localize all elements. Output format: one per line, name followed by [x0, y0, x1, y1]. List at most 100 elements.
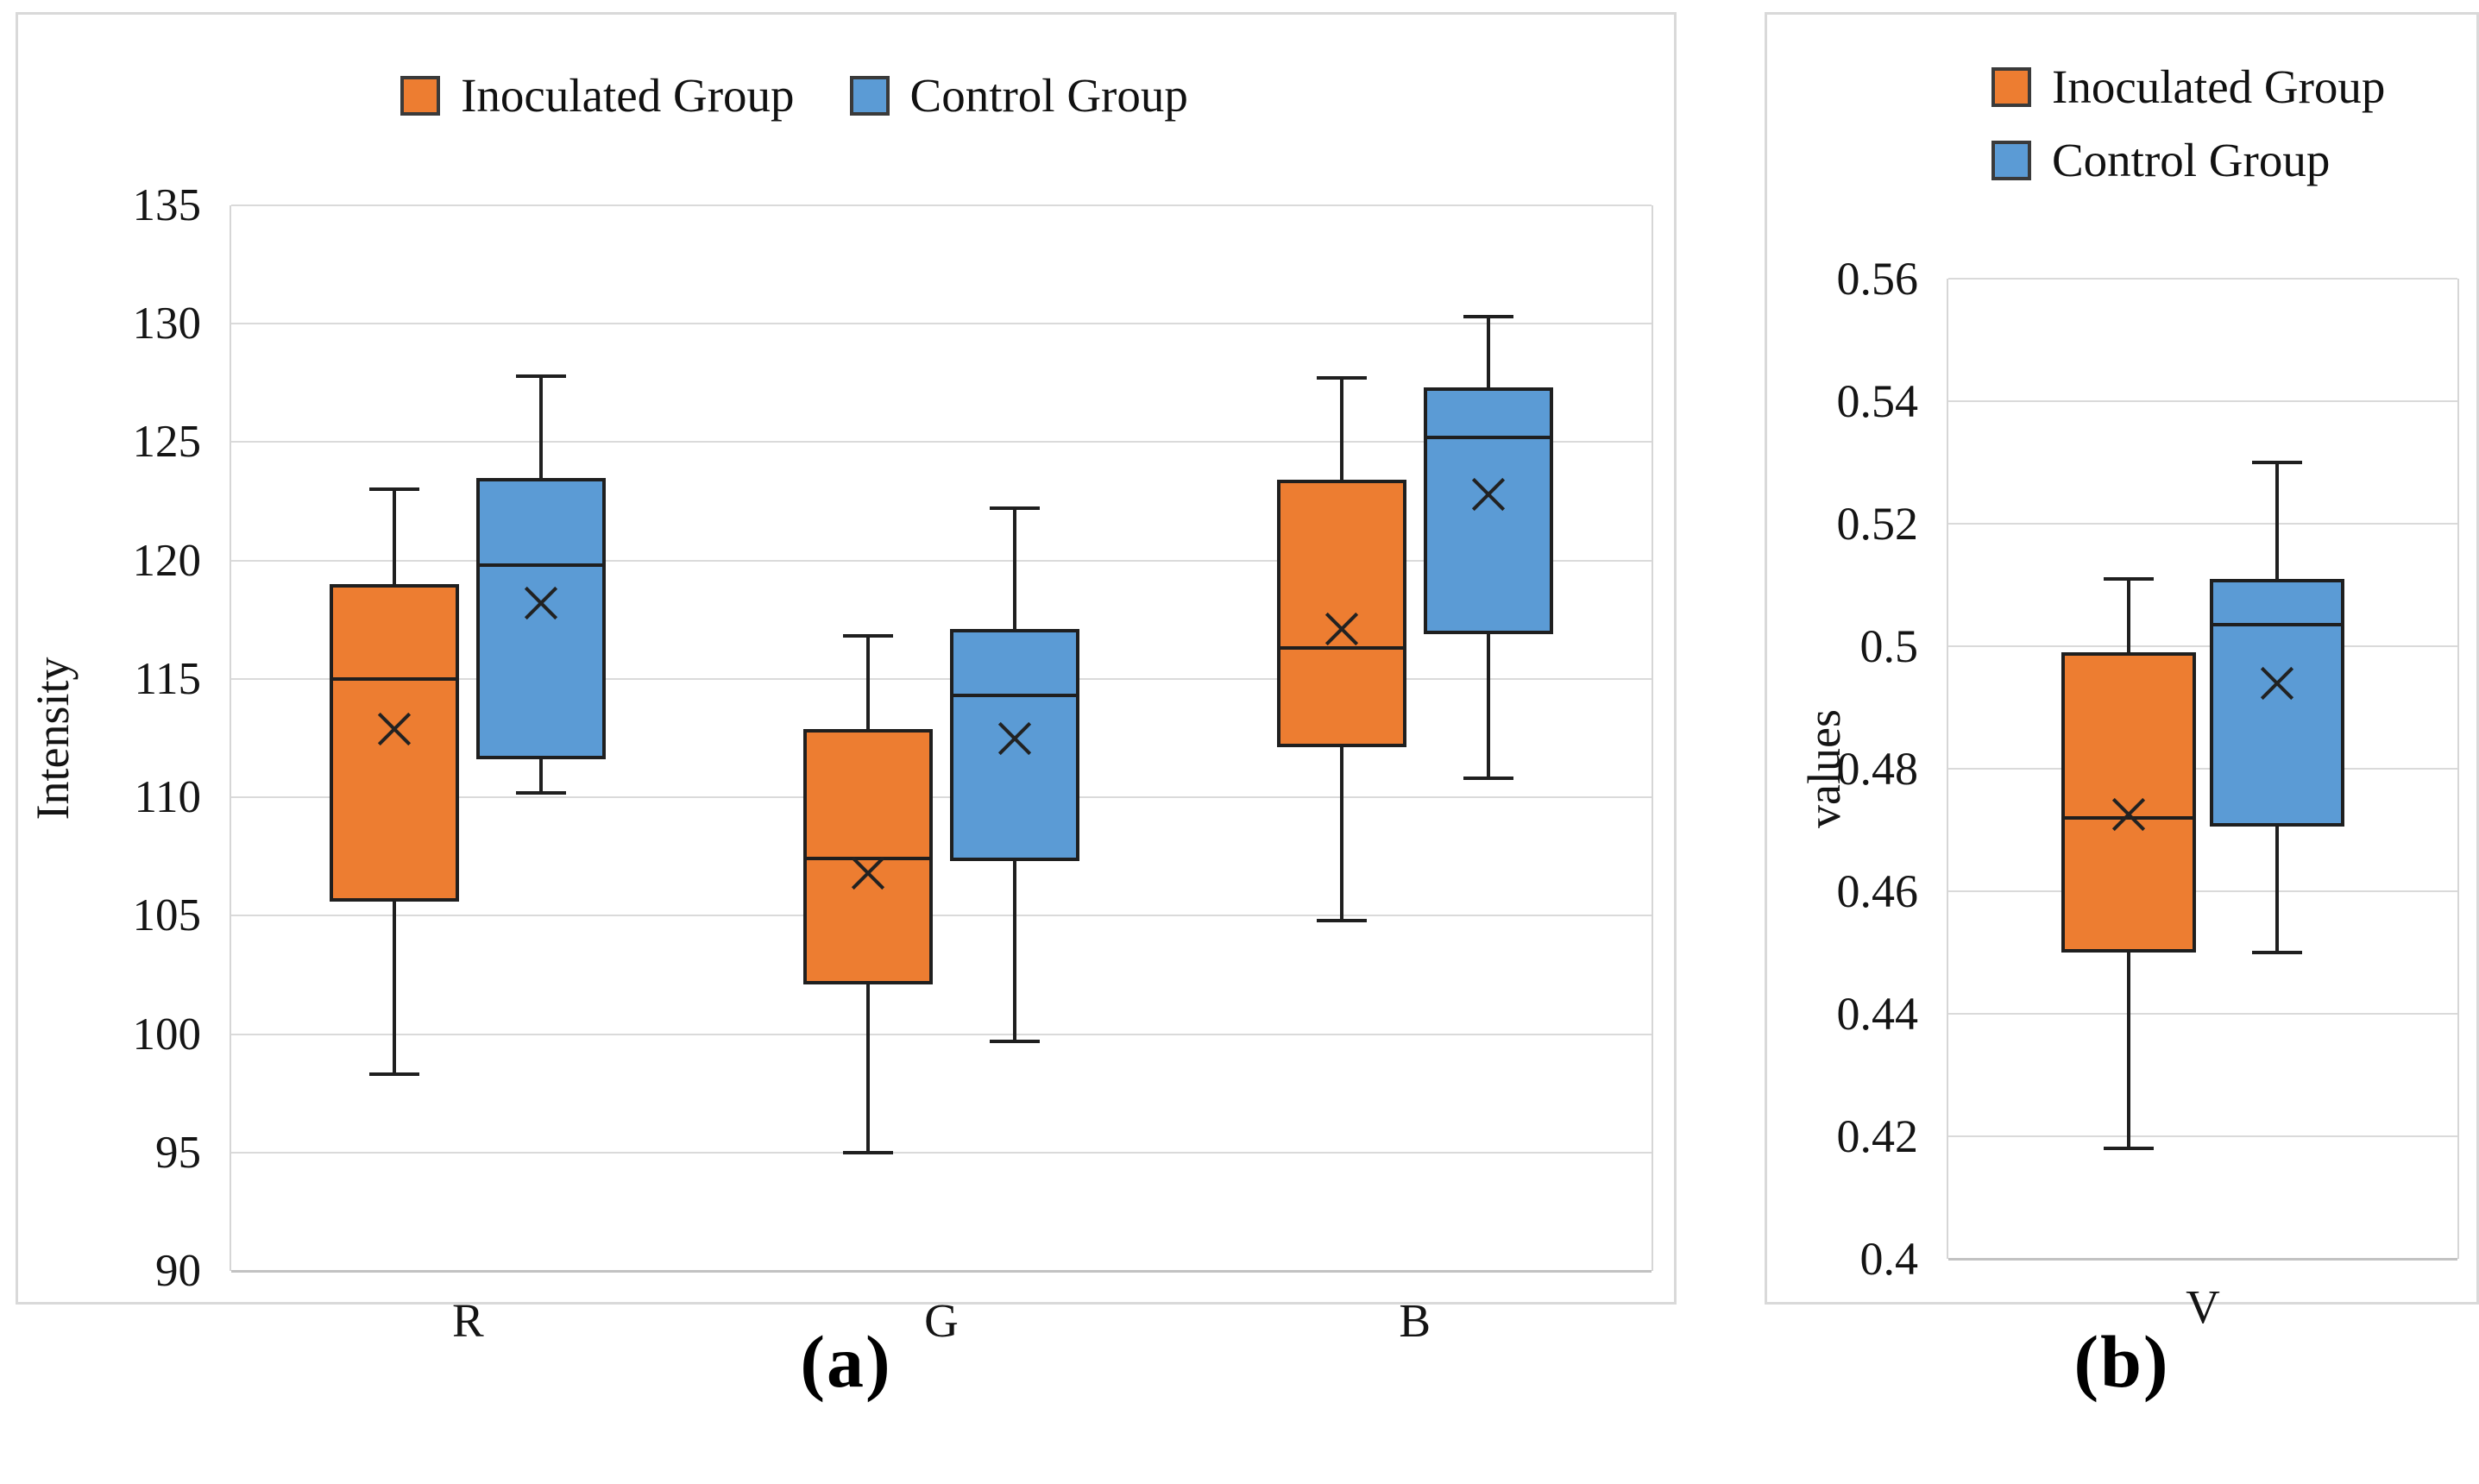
y-tick-label: 135: [132, 180, 202, 230]
upper-whisker-cap: [2252, 461, 2302, 464]
inoculated-swatch-icon: [1991, 66, 2031, 107]
y-tick-label: 0.48: [1836, 743, 1919, 795]
legend-item-inoculated: Inoculated Group: [400, 72, 795, 119]
y-tick-label: 0.44: [1836, 988, 1919, 1040]
plot-right-border: [2457, 279, 2459, 1259]
median-line: [953, 694, 1076, 698]
mean-marker: [2257, 663, 2297, 703]
y-tick-label: 0.5: [1859, 620, 1919, 672]
mean-marker: [995, 719, 1035, 758]
lower-whisker: [2127, 953, 2130, 1149]
plot-area-b: 0.56 0.54 0.52 0.5 0.48 0.46 0.44 0.42 0.4 V: [1837, 253, 2459, 1333]
upper-whisker: [2127, 578, 2130, 653]
legend-item-control: Control Group: [1991, 136, 2330, 184]
legend-panel-b: Inoculated Group Control Group: [1991, 63, 2385, 184]
gridline: [1948, 400, 2457, 402]
gridline: [1948, 890, 2457, 892]
box: [803, 728, 933, 984]
lower-whisker: [393, 901, 397, 1075]
upper-whisker-cap: [516, 374, 567, 378]
y-axis-line: [230, 205, 231, 1271]
upper-whisker: [539, 375, 544, 478]
y-tick-label: 90: [155, 1246, 201, 1296]
control-swatch-icon: [849, 75, 890, 116]
upper-whisker: [1013, 508, 1016, 630]
lower-whisker-cap: [369, 1072, 420, 1077]
gridline: [1948, 1013, 2457, 1015]
lower-whisker: [866, 984, 870, 1153]
legend-panel-a: Inoculated Group Control Group: [18, 72, 1570, 119]
upper-whisker: [1339, 378, 1343, 481]
mean-marker: [1322, 609, 1362, 649]
lower-whisker-cap: [516, 790, 567, 795]
mean-marker: [2109, 795, 2149, 834]
upper-whisker: [2275, 462, 2279, 579]
mean-marker: [1469, 475, 1508, 514]
legend-item-control: Control Group: [849, 72, 1188, 119]
gridline: [231, 1033, 1652, 1035]
gridline: [1948, 645, 2457, 647]
y-tick-label: 130: [132, 299, 202, 349]
y-tick-label: 0.46: [1836, 865, 1919, 917]
gridline: [231, 796, 1652, 799]
x-tick-label: R: [451, 1294, 484, 1347]
y-axis-line: [1947, 279, 1948, 1259]
x-tick-label: B: [1399, 1294, 1431, 1347]
upper-whisker-cap: [2104, 576, 2154, 581]
median-line: [333, 676, 456, 681]
y-tick-label: 120: [132, 535, 202, 586]
mean-marker: [374, 709, 414, 749]
gridline: [1948, 523, 2457, 525]
inoculated-swatch-icon: [400, 75, 441, 116]
y-tick-label: 0.42: [1836, 1110, 1919, 1162]
x-tick-label: G: [924, 1294, 959, 1347]
median-line: [1426, 435, 1550, 439]
median-line: [2213, 623, 2341, 627]
y-tick-label: 125: [132, 417, 202, 468]
legend-label-control: Control Group: [2052, 134, 2331, 186]
y-tick-label: 0.56: [1836, 253, 1919, 305]
gridline: [231, 323, 1652, 325]
gridline: [231, 915, 1652, 917]
gridline: [231, 1151, 1652, 1154]
upper-whisker-cap: [369, 487, 420, 492]
legend-label-inoculated: Inoculated Group: [2052, 60, 2386, 113]
lower-whisker: [1013, 861, 1016, 1041]
median-line: [480, 563, 603, 568]
gridline: [1948, 768, 2457, 770]
gridline: [1948, 1135, 2457, 1137]
plot-area-a: 135 130 125 120 115 110 105 100 95 90 R G B: [133, 180, 1653, 1347]
panel-b: Inoculated Group Control Group values 0.…: [1765, 12, 2479, 1333]
plot-right-border: [1652, 205, 1653, 1271]
y-tick-label: 0.52: [1836, 498, 1919, 550]
y-tick-label: 115: [134, 653, 201, 704]
gridline: [231, 677, 1652, 680]
mean-marker: [848, 853, 888, 893]
lower-whisker: [1339, 747, 1343, 921]
gridline: [1948, 1258, 2457, 1261]
lower-whisker-cap: [1316, 918, 1367, 922]
control-swatch-icon: [1991, 140, 2031, 180]
box: [2210, 578, 2344, 827]
gridline: [231, 559, 1652, 562]
y-tick-label: 95: [155, 1127, 201, 1178]
legend-item-inoculated: Inoculated Group: [1991, 63, 2385, 110]
lower-whisker-cap: [843, 1150, 893, 1154]
gridline: [231, 1270, 1652, 1273]
gridline: [231, 441, 1652, 443]
gridline: [231, 204, 1652, 206]
upper-whisker: [866, 636, 870, 729]
lower-whisker: [539, 759, 544, 793]
panel-a: Inoculated Group Control Group Intensity…: [16, 12, 1677, 1347]
y-tick-label: 105: [132, 890, 202, 941]
lower-whisker-cap: [2252, 951, 2302, 954]
mean-marker: [521, 583, 561, 623]
upper-whisker-cap: [1316, 376, 1367, 380]
lower-whisker: [2275, 827, 2279, 953]
upper-whisker-cap: [990, 506, 1040, 511]
caption-b: (b): [2073, 1320, 2170, 1403]
y-tick-label: 0.4: [1859, 1233, 1919, 1285]
y-tick-label: 0.54: [1836, 375, 1919, 427]
upper-whisker: [1486, 316, 1490, 388]
upper-whisker-cap: [843, 634, 893, 638]
